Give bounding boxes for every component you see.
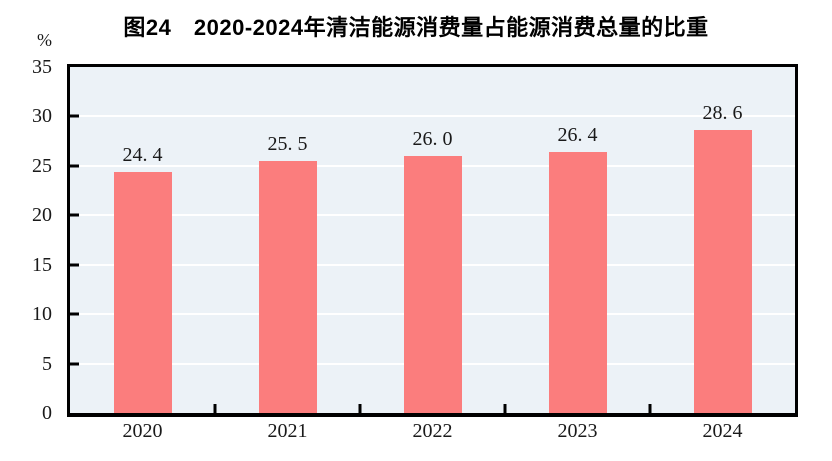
- bar: [693, 130, 752, 413]
- y-tick-label: 15: [32, 253, 52, 276]
- y-tick-mark: [70, 362, 79, 366]
- bar: [403, 155, 462, 413]
- bar-value-label: 26. 4: [557, 124, 598, 147]
- y-tick-mark: [70, 312, 79, 316]
- y-tick-label: 0: [42, 402, 52, 424]
- bar: [258, 160, 317, 413]
- y-tick-label: 20: [32, 204, 52, 227]
- plot-frame: 24. 4 25. 5 26. 0 26. 4 28. 6: [67, 64, 798, 417]
- x-tick-label: 2023: [557, 420, 598, 442]
- y-tick-label: 35: [32, 56, 52, 78]
- y-tick-label: 5: [42, 352, 52, 375]
- x-axis-labels: 2020 2021 2022 2023 2024: [70, 421, 795, 449]
- y-tick-label: 30: [32, 105, 52, 128]
- x-tick-label: 2020: [122, 420, 163, 442]
- x-tick-mark: [648, 404, 652, 413]
- gridline: [70, 115, 795, 118]
- x-tick-label: 2022: [412, 420, 453, 442]
- bar: [113, 171, 172, 413]
- y-axis-tick-labels: 0 5 10 15 20 25 30 35: [0, 57, 58, 423]
- x-tick-label: 2024: [702, 420, 743, 442]
- y-axis-unit-label: %: [37, 30, 52, 50]
- bar-value-label: 24. 4: [122, 143, 163, 166]
- bar-value-label: 26. 0: [412, 127, 453, 150]
- y-tick-mark: [70, 213, 79, 217]
- plot-area: 24. 4 25. 5 26. 0 26. 4 28. 6: [70, 67, 795, 413]
- chart-title: 图24 2020-2024年清洁能源消费量占能源消费总量的比重: [123, 15, 709, 40]
- x-tick-mark: [213, 404, 217, 413]
- x-tick-mark: [503, 404, 507, 413]
- bar-value-label: 28. 6: [702, 102, 743, 125]
- bar: [548, 152, 607, 413]
- x-tick-label: 2021: [267, 420, 308, 442]
- x-tick-mark: [358, 404, 362, 413]
- y-tick-label: 25: [32, 154, 52, 177]
- y-tick-mark: [70, 164, 79, 168]
- y-tick-mark: [70, 114, 79, 118]
- y-tick-label: 10: [32, 303, 52, 326]
- y-tick-mark: [70, 263, 79, 267]
- bar-value-label: 25. 5: [267, 132, 308, 155]
